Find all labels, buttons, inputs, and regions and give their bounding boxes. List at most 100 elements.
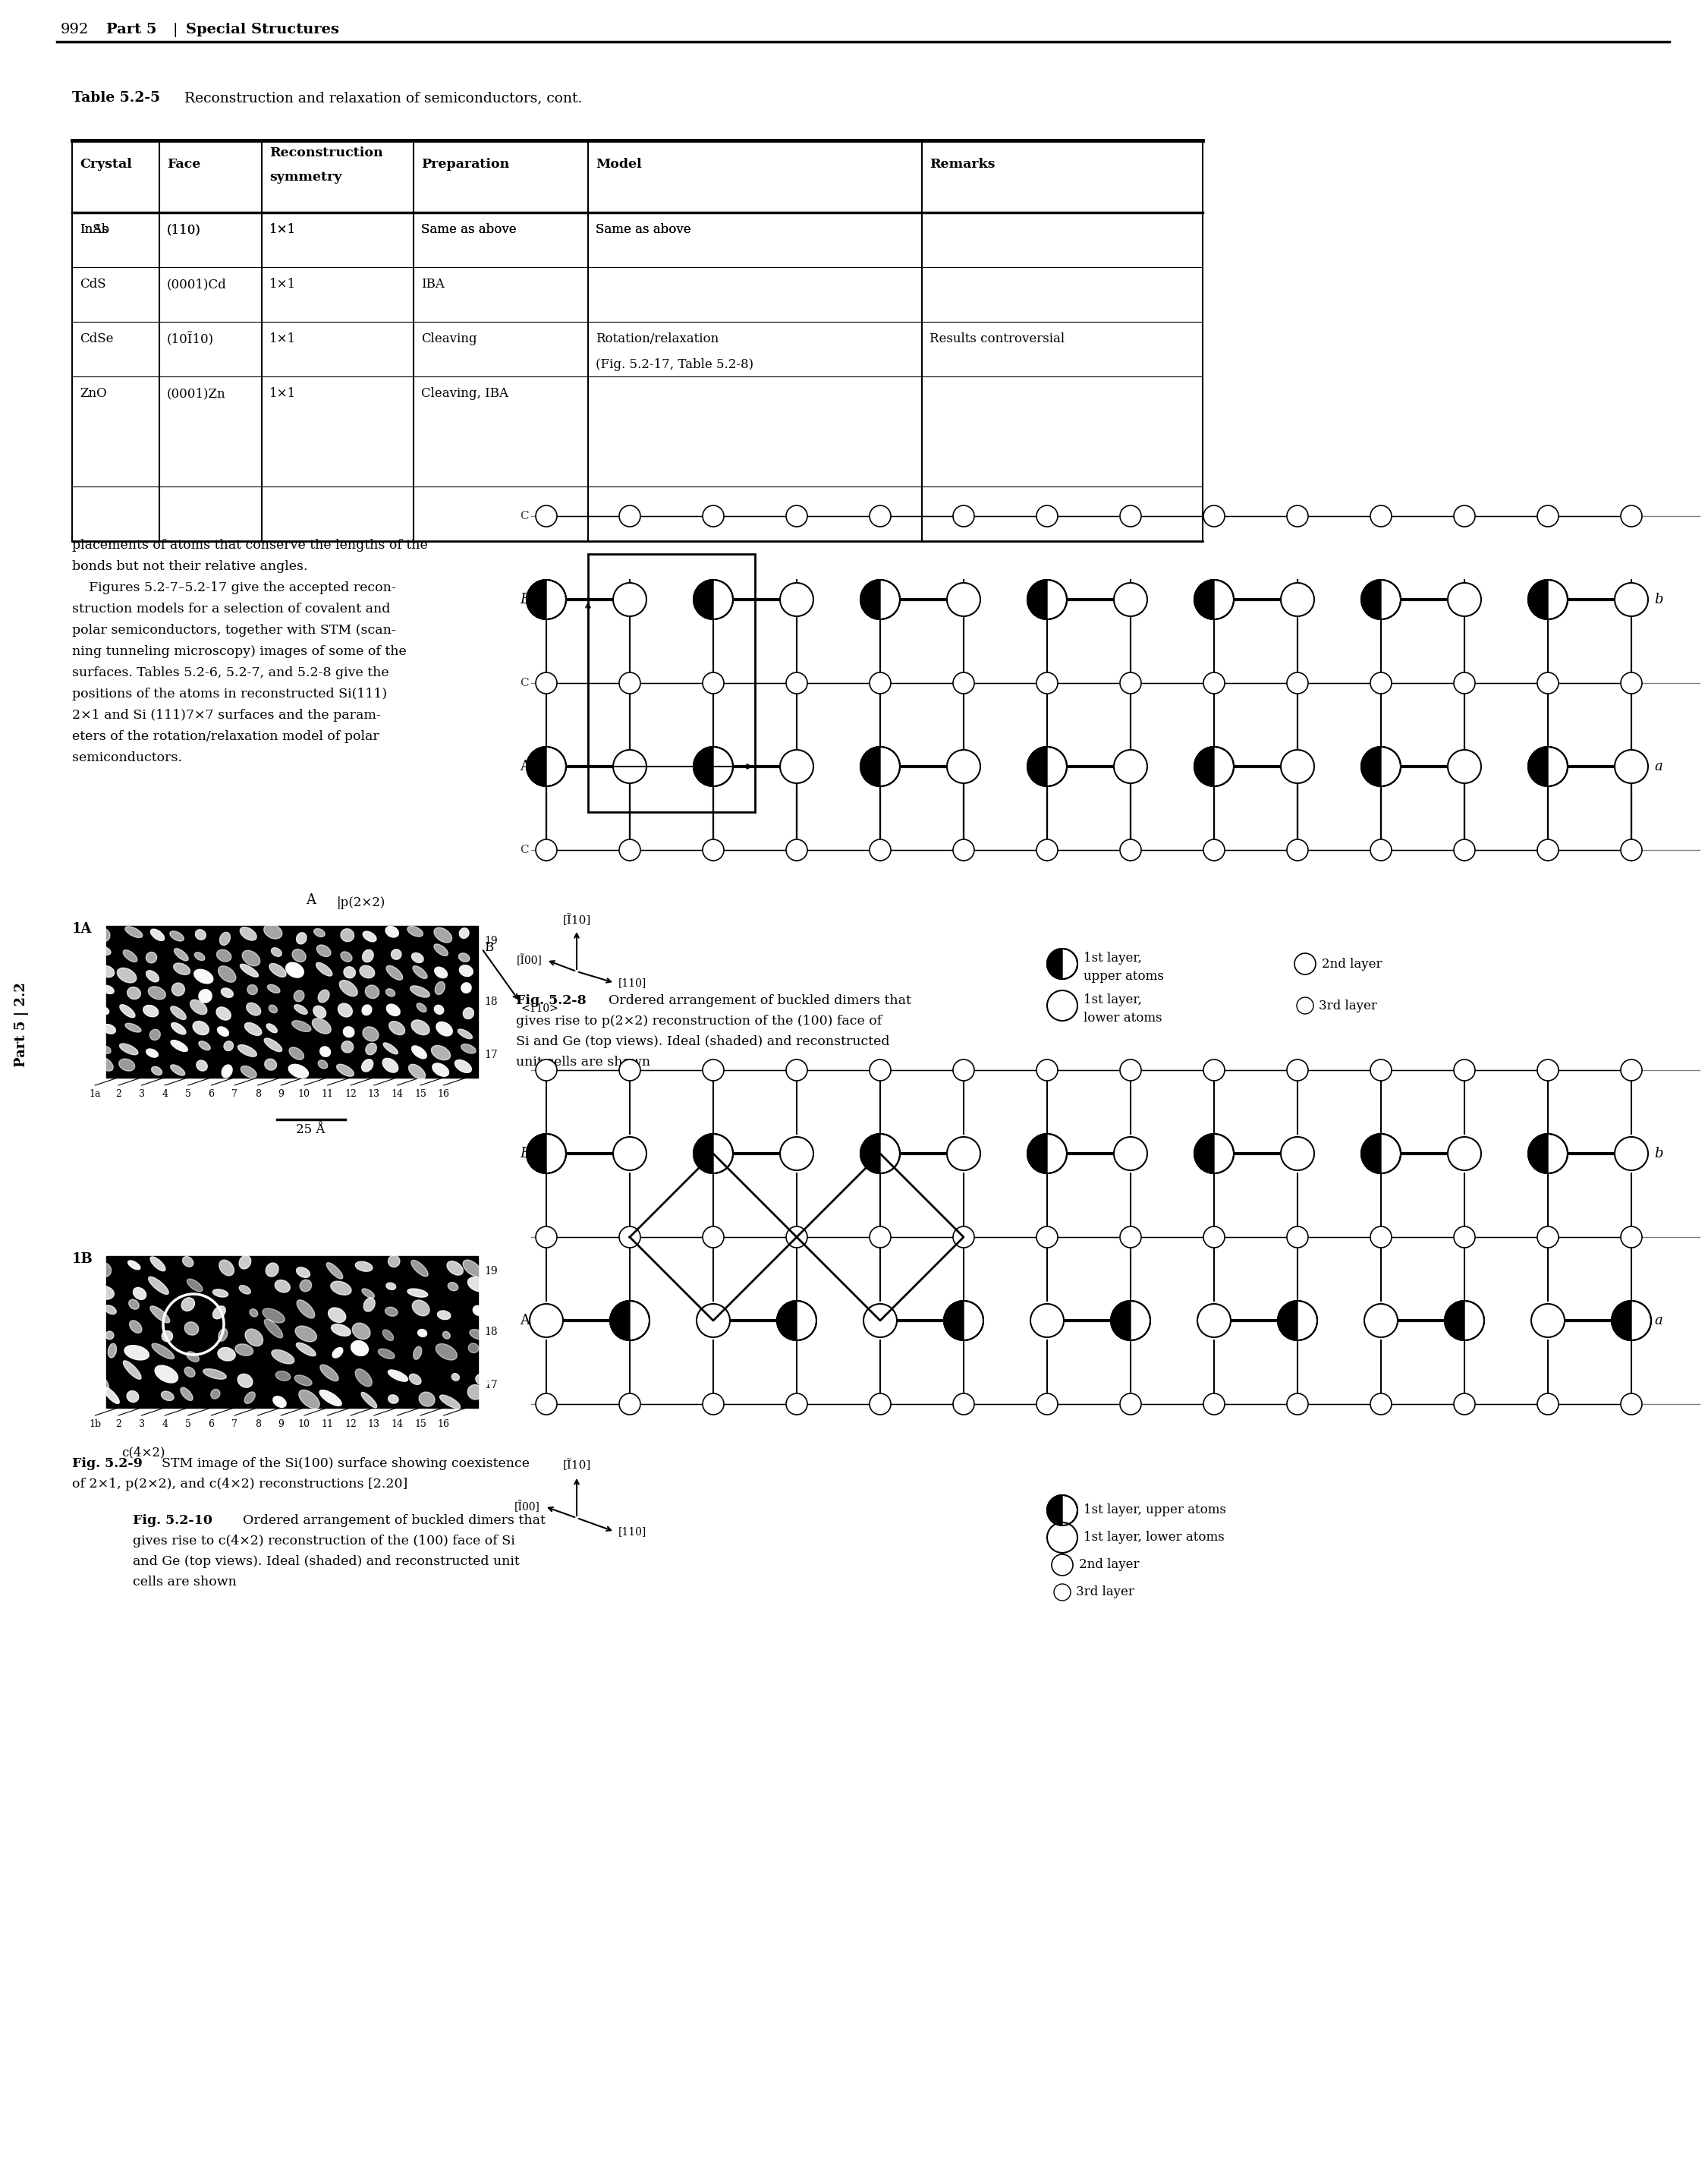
- Ellipse shape: [468, 1343, 478, 1352]
- Circle shape: [953, 673, 974, 694]
- Text: 11: 11: [321, 1090, 333, 1099]
- Text: 1A: 1A: [72, 921, 92, 937]
- Circle shape: [620, 1060, 640, 1082]
- Polygon shape: [1278, 1300, 1298, 1341]
- Circle shape: [786, 673, 808, 694]
- Text: bonds but not their relative angles.: bonds but not their relative angles.: [72, 560, 307, 573]
- Ellipse shape: [147, 971, 159, 982]
- Circle shape: [526, 746, 565, 787]
- Ellipse shape: [459, 928, 470, 939]
- Text: ning tunneling microscopy) images of some of the: ning tunneling microscopy) images of som…: [72, 645, 407, 658]
- Ellipse shape: [386, 965, 403, 980]
- Text: Fig. 5.2-9: Fig. 5.2-9: [72, 1458, 142, 1471]
- Ellipse shape: [343, 967, 355, 978]
- Ellipse shape: [418, 1330, 427, 1337]
- Circle shape: [869, 673, 892, 694]
- Text: 7: 7: [232, 1090, 237, 1099]
- Text: Part 5 | 2.2: Part 5 | 2.2: [14, 982, 29, 1066]
- Text: Rotation/relaxation: Rotation/relaxation: [596, 333, 719, 346]
- Circle shape: [1286, 673, 1308, 694]
- Circle shape: [1120, 673, 1141, 694]
- Ellipse shape: [96, 1263, 111, 1276]
- Text: 2: 2: [116, 1419, 121, 1430]
- Ellipse shape: [125, 1345, 149, 1361]
- Ellipse shape: [412, 1261, 429, 1276]
- Text: InSb: InSb: [80, 223, 109, 236]
- Circle shape: [1621, 1060, 1641, 1082]
- Ellipse shape: [101, 1006, 109, 1014]
- Ellipse shape: [442, 1332, 451, 1339]
- Ellipse shape: [241, 928, 256, 941]
- Text: 16: 16: [437, 1419, 449, 1430]
- Circle shape: [1537, 1393, 1558, 1415]
- Ellipse shape: [289, 1047, 304, 1060]
- Circle shape: [1621, 673, 1641, 694]
- Text: |p(2×2): |p(2×2): [336, 895, 386, 908]
- Ellipse shape: [237, 1374, 253, 1386]
- Ellipse shape: [150, 1257, 166, 1272]
- Ellipse shape: [362, 1027, 379, 1040]
- Ellipse shape: [102, 986, 114, 993]
- Ellipse shape: [217, 950, 231, 963]
- Ellipse shape: [181, 1386, 193, 1399]
- Text: 2nd layer: 2nd layer: [1079, 1560, 1139, 1570]
- Circle shape: [1370, 1060, 1392, 1082]
- Circle shape: [1278, 1300, 1317, 1341]
- Ellipse shape: [342, 1040, 354, 1053]
- Ellipse shape: [362, 932, 376, 941]
- Ellipse shape: [362, 1060, 372, 1071]
- Ellipse shape: [355, 1369, 372, 1386]
- Circle shape: [536, 839, 557, 861]
- Circle shape: [1120, 1226, 1141, 1248]
- Ellipse shape: [246, 1328, 263, 1345]
- Polygon shape: [1529, 580, 1547, 619]
- Circle shape: [1037, 673, 1057, 694]
- Ellipse shape: [437, 1311, 451, 1319]
- Circle shape: [869, 1226, 892, 1248]
- Ellipse shape: [217, 1348, 236, 1361]
- Text: 1st layer, lower atoms: 1st layer, lower atoms: [1083, 1531, 1225, 1544]
- Ellipse shape: [412, 1047, 427, 1058]
- Ellipse shape: [169, 930, 184, 941]
- Ellipse shape: [432, 1064, 449, 1077]
- Ellipse shape: [275, 1280, 290, 1293]
- Circle shape: [620, 1226, 640, 1248]
- Ellipse shape: [266, 1023, 277, 1032]
- Circle shape: [1454, 1060, 1476, 1082]
- Ellipse shape: [297, 932, 306, 943]
- Ellipse shape: [171, 1006, 186, 1019]
- Circle shape: [1621, 1393, 1641, 1415]
- Ellipse shape: [244, 1391, 254, 1404]
- Ellipse shape: [336, 1064, 354, 1077]
- Ellipse shape: [184, 1367, 195, 1378]
- Polygon shape: [1110, 1300, 1131, 1341]
- Circle shape: [613, 1138, 646, 1170]
- Ellipse shape: [475, 1374, 490, 1384]
- Ellipse shape: [328, 1309, 345, 1322]
- Text: A: A: [519, 1313, 529, 1328]
- Circle shape: [1120, 506, 1141, 528]
- Circle shape: [945, 1300, 984, 1341]
- Circle shape: [1281, 1138, 1313, 1170]
- Text: 1×1: 1×1: [270, 223, 295, 236]
- Circle shape: [697, 1304, 729, 1337]
- Polygon shape: [1028, 746, 1047, 787]
- Text: ZnO: ZnO: [80, 387, 106, 400]
- Text: 25 Å: 25 Å: [295, 1123, 325, 1136]
- Ellipse shape: [272, 947, 282, 956]
- Ellipse shape: [96, 945, 111, 956]
- Ellipse shape: [102, 1386, 120, 1404]
- Circle shape: [1286, 839, 1308, 861]
- Circle shape: [869, 839, 892, 861]
- Text: 3: 3: [138, 1419, 145, 1430]
- Circle shape: [1286, 1226, 1308, 1248]
- Ellipse shape: [436, 1021, 453, 1036]
- Ellipse shape: [362, 1289, 374, 1298]
- Ellipse shape: [239, 1255, 251, 1270]
- Ellipse shape: [297, 1300, 314, 1317]
- Text: Model: Model: [596, 158, 642, 171]
- Circle shape: [953, 1393, 974, 1415]
- Ellipse shape: [386, 988, 395, 997]
- Text: 14: 14: [391, 1419, 403, 1430]
- Ellipse shape: [106, 1330, 114, 1339]
